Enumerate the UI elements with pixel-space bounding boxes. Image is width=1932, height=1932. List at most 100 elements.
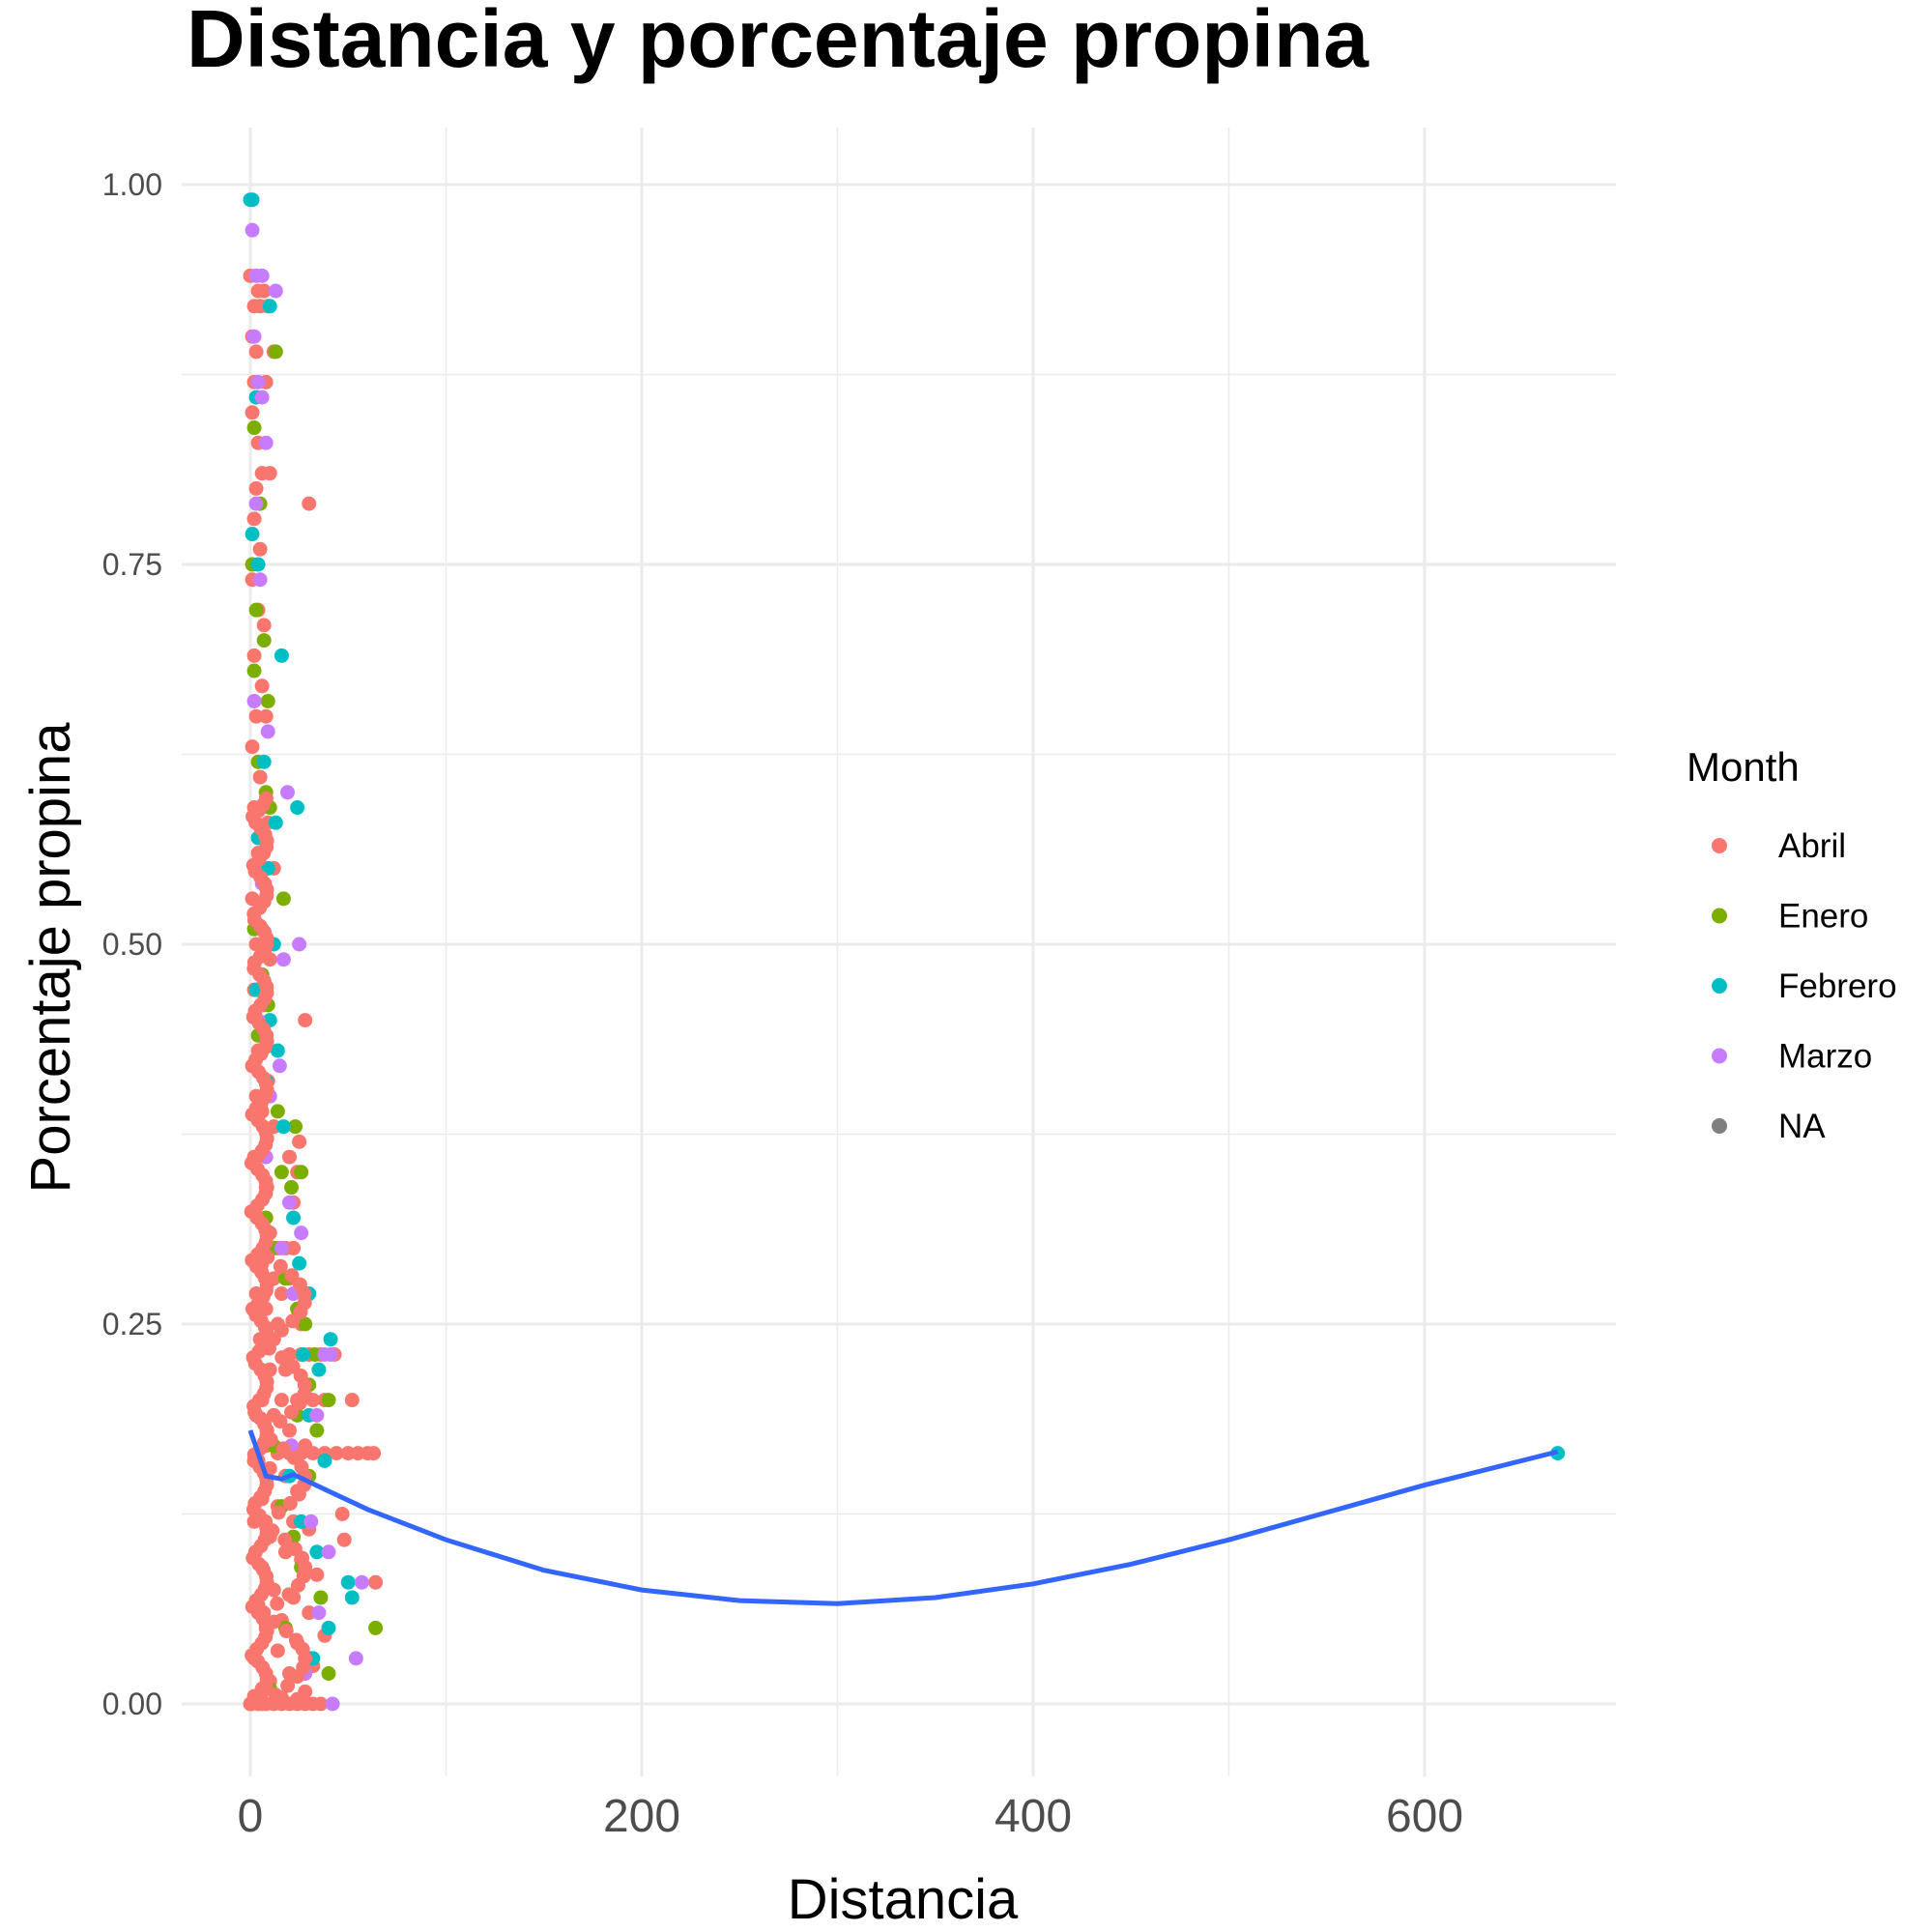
data-point-abril: [258, 791, 274, 806]
data-point-abril: [274, 1350, 290, 1366]
legend-label-na: NA: [1778, 1108, 1826, 1145]
data-point-abril: [273, 1414, 288, 1429]
data-point-enero: [256, 633, 272, 649]
data-point-enero: [260, 693, 275, 708]
data-point-enero: [313, 1590, 329, 1605]
data-point-abril: [282, 1495, 298, 1511]
x-tick-label: 200: [603, 1791, 680, 1842]
data-point-marzo: [354, 1574, 369, 1590]
data-point-enero: [284, 1180, 300, 1196]
data-point-abril: [287, 1542, 303, 1557]
data-point-abril: [270, 1643, 285, 1658]
data-point-marzo: [292, 937, 307, 952]
data-point-febrero: [323, 1332, 338, 1347]
data-point-abril: [245, 739, 260, 755]
smooth-line: [247, 1429, 1559, 1606]
data-point-abril: [248, 480, 264, 496]
x-tick-label: 400: [995, 1791, 1072, 1842]
data-point-abril: [286, 1240, 302, 1255]
data-point-abril: [245, 405, 260, 420]
data-point-abril: [298, 1013, 313, 1028]
data-point-febrero: [309, 1544, 325, 1560]
legend-key-febrero: [1712, 978, 1727, 994]
data-point-abril: [246, 511, 262, 527]
data-point-enero: [268, 344, 283, 360]
data-point-marzo: [325, 1696, 340, 1712]
data-point-marzo: [246, 693, 262, 708]
data-point-abril: [282, 1423, 297, 1438]
data-point-abril: [313, 1696, 329, 1712]
data-point-marzo: [246, 329, 262, 344]
legend-key-marzo: [1712, 1048, 1727, 1064]
data-point-marzo: [268, 283, 283, 299]
data-point-febrero: [250, 557, 266, 572]
data-point-abril: [275, 1441, 291, 1456]
data-point-abril: [368, 1574, 384, 1590]
data-point-marzo: [254, 389, 270, 405]
data-point-abril: [288, 1632, 303, 1648]
data-point-febrero: [275, 1119, 291, 1135]
data-point-febrero: [292, 1255, 307, 1271]
data-point-enero: [309, 1423, 325, 1438]
data-point-abril: [254, 1696, 270, 1712]
data-point-enero: [275, 891, 291, 907]
data-point-enero: [368, 1620, 384, 1635]
legend-label-enero: Enero: [1778, 898, 1868, 936]
data-point-abril: [270, 1596, 285, 1611]
data-point-abril: [261, 1332, 276, 1347]
legend-key-abril: [1712, 838, 1727, 853]
legend-label-febrero: Febrero: [1778, 967, 1897, 1005]
data-point-abril: [344, 1393, 360, 1408]
legend-key-enero: [1712, 908, 1727, 924]
data-point-febrero: [340, 1574, 356, 1590]
data-point-marzo: [303, 1514, 319, 1529]
data-point-marzo: [311, 1605, 327, 1621]
data-point-enero: [294, 1165, 309, 1180]
grid-lines: [182, 128, 1616, 1776]
data-point-abril: [271, 1505, 286, 1520]
data-point-marzo: [294, 1226, 309, 1241]
data-point-abril: [309, 1567, 325, 1582]
data-point-abril: [292, 1134, 307, 1149]
x-tick-label: 600: [1386, 1791, 1463, 1842]
data-point-marzo: [309, 1407, 325, 1423]
data-points: [243, 192, 1566, 1712]
data-point-febrero: [268, 815, 283, 830]
data-point-febrero: [286, 1210, 302, 1226]
data-point-abril: [259, 1423, 274, 1438]
data-point-abril: [281, 1587, 297, 1602]
data-point-febrero: [290, 800, 305, 816]
data-point-febrero: [270, 1043, 285, 1058]
x-tick-label: 0: [238, 1791, 264, 1842]
data-point-marzo: [323, 1346, 338, 1362]
data-point-abril: [305, 1446, 321, 1461]
data-point-marzo: [254, 268, 270, 283]
data-point-marzo: [250, 374, 266, 389]
data-point-abril: [336, 1532, 352, 1547]
x-tick-labels: 0 200 400 600: [238, 1791, 1463, 1842]
y-tick-label: 1.00: [102, 167, 162, 202]
data-point-marzo: [348, 1651, 363, 1666]
data-point-febrero: [344, 1590, 360, 1605]
y-tick-label: 0.25: [102, 1307, 162, 1341]
data-point-abril: [256, 618, 272, 633]
legend-title: Month: [1687, 744, 1800, 790]
data-point-abril: [274, 1286, 289, 1302]
data-point-abril: [256, 283, 272, 299]
data-point-marzo: [275, 952, 291, 967]
data-point-enero: [321, 1666, 336, 1682]
data-point-marzo: [258, 435, 274, 450]
data-point-enero: [270, 1104, 285, 1119]
x-axis-title: Distancia: [788, 1868, 1019, 1931]
data-point-abril: [256, 1605, 272, 1621]
data-point-enero: [298, 1316, 313, 1332]
data-point-marzo: [248, 496, 264, 511]
data-point-abril: [273, 1258, 288, 1274]
data-point-abril: [254, 678, 270, 694]
data-point-enero: [246, 420, 262, 436]
data-point-abril: [260, 1250, 275, 1265]
data-point-abril: [366, 1446, 382, 1461]
data-point-marzo: [272, 1058, 287, 1074]
data-point-abril: [268, 1687, 283, 1703]
